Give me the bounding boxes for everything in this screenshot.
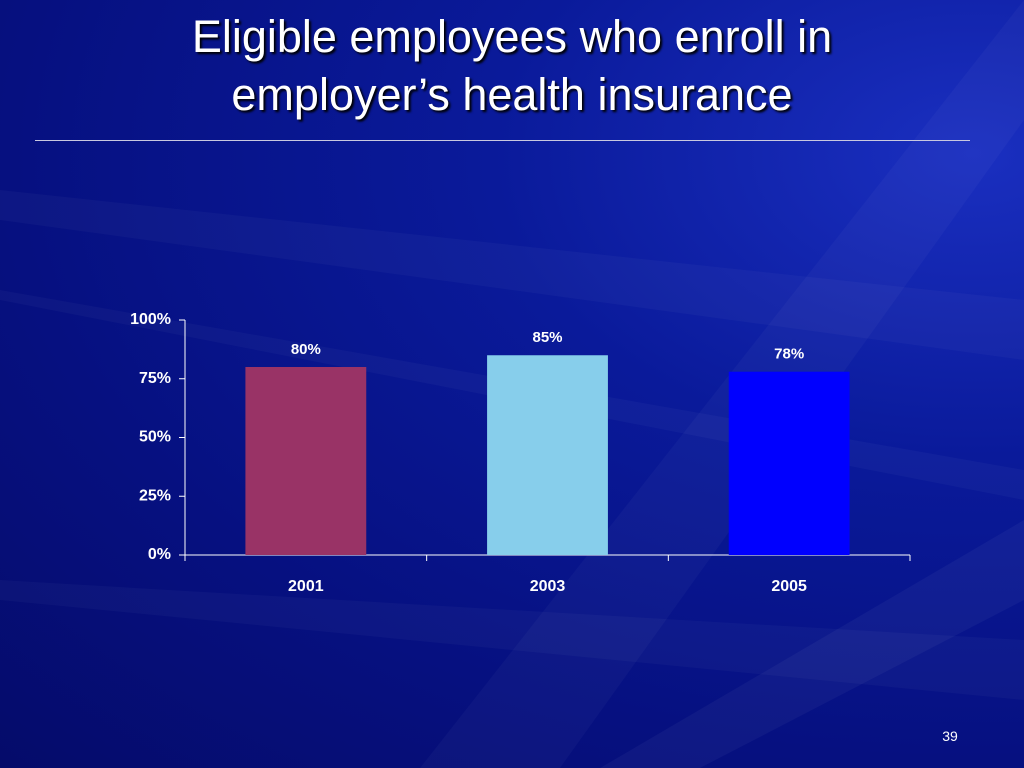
value-label: 85% [532, 329, 562, 346]
y-tick-label: 75% [139, 370, 171, 387]
value-label: 80% [291, 341, 321, 358]
y-tick-label: 100% [130, 311, 171, 328]
y-tick-label: 50% [139, 429, 171, 446]
x-tick-label: 2003 [530, 578, 566, 595]
y-tick-label: 25% [139, 487, 171, 504]
value-label: 78% [774, 346, 804, 363]
bar [245, 367, 367, 555]
page-number: 39 [942, 728, 958, 744]
slide-title: Eligible employees who enroll in employe… [191, 11, 833, 120]
x-tick-label: 2005 [771, 578, 807, 595]
y-tick-label: 0% [148, 546, 171, 563]
bar [728, 371, 850, 555]
title-rule [35, 140, 970, 141]
bar [487, 355, 608, 555]
x-tick-label: 2001 [288, 578, 324, 595]
